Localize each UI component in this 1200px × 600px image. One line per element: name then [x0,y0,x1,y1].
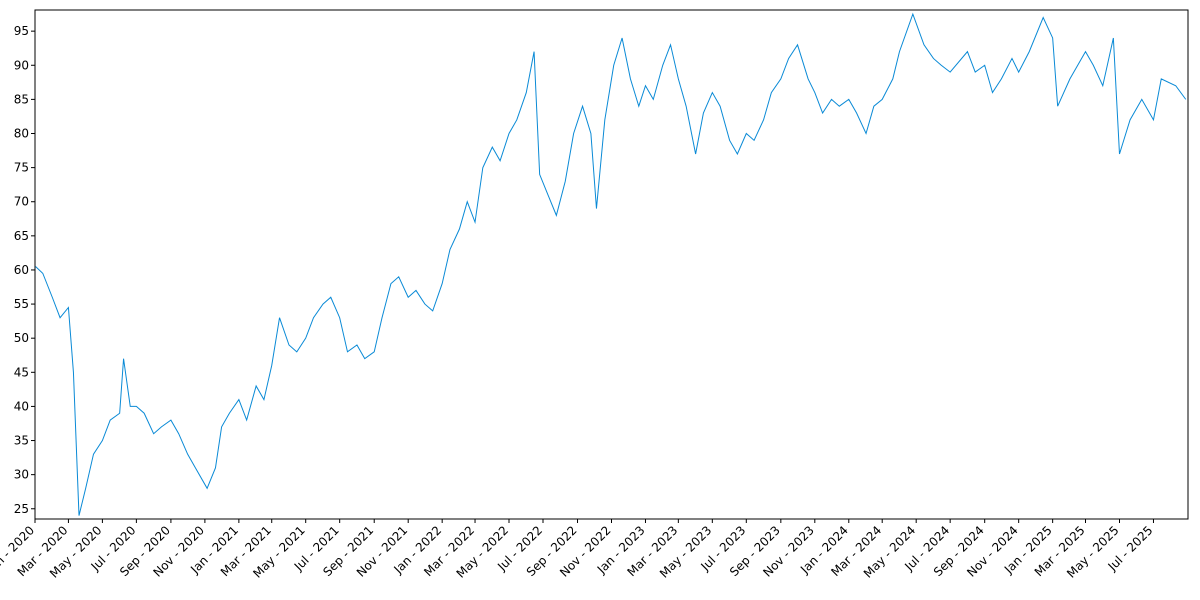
y-tick-label: 55 [14,297,29,311]
y-tick-label: 40 [14,399,29,413]
y-tick-label: 90 [14,58,29,72]
y-tick-label: 45 [14,365,29,379]
y-tick-label: 50 [14,331,29,345]
line-series [35,12,1187,516]
y-tick-label: 60 [14,263,29,277]
y-tick-label: 80 [14,126,29,140]
y-tick-label: 75 [14,161,29,175]
y-tick-label: 70 [14,195,29,209]
y-tick-label: 85 [14,92,29,106]
y-tick-label: 35 [14,434,29,448]
y-tick-label: 30 [14,468,29,482]
plot-frame [34,9,1189,520]
y-tick-label: 25 [14,502,29,516]
y-tick-label: 95 [14,24,29,38]
y-tick-label: 65 [14,229,29,243]
